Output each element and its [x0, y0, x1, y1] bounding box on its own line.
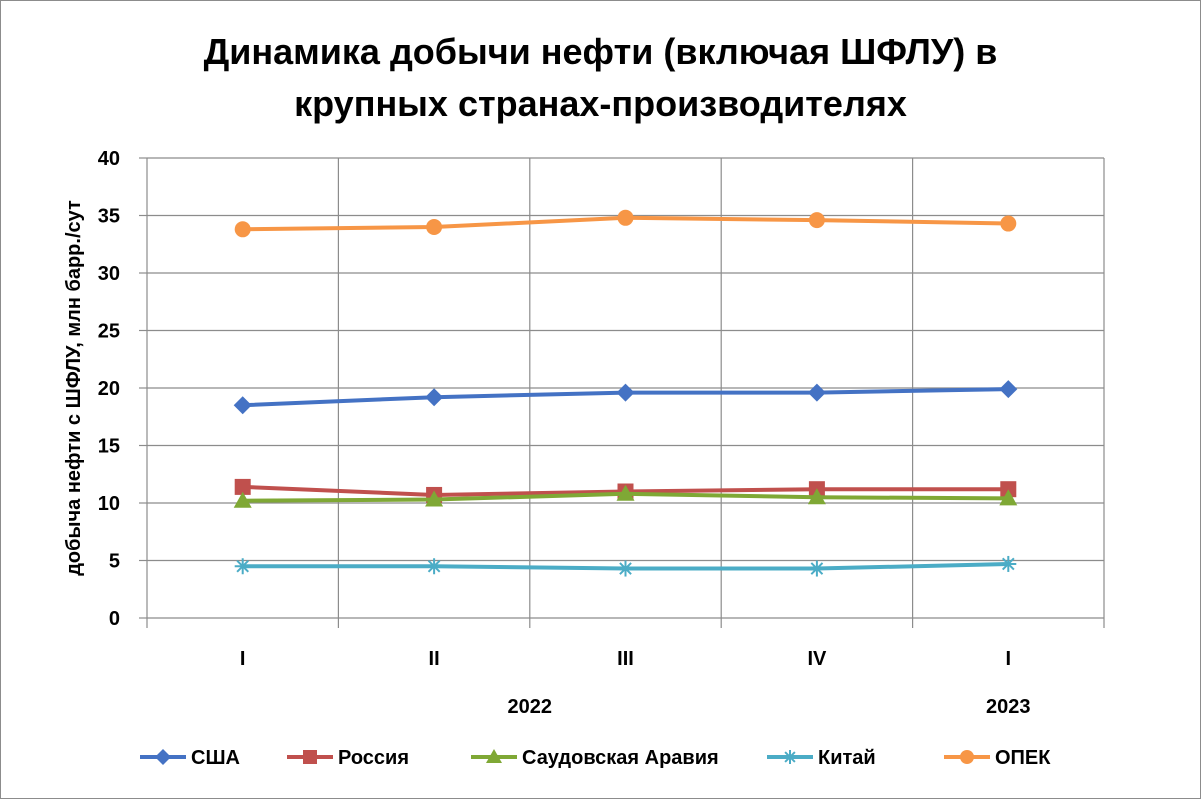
data-point: [234, 221, 251, 238]
y-tick-label: 25: [98, 321, 120, 343]
series-5: [234, 209, 1017, 238]
data-point: [233, 491, 252, 508]
legend-marker: [486, 749, 502, 763]
data-point: [999, 380, 1018, 399]
series-4: [234, 555, 1017, 577]
data-point: [616, 484, 635, 501]
x-tick-label: III: [617, 648, 634, 670]
data-point: [425, 490, 444, 507]
data-point: [234, 558, 251, 575]
data-point: [999, 489, 1018, 506]
y-tick-label: 35: [98, 206, 120, 228]
data-point: [234, 478, 251, 495]
legend-label: Саудовская Аравия: [522, 747, 719, 769]
y-axis-label: добыча нефти с ШФЛУ, млн барр./сут: [63, 200, 85, 576]
legend-item-2: Россия: [287, 747, 409, 769]
y-tick-label: 30: [98, 263, 120, 285]
data-point: [426, 558, 443, 575]
x-group-label: 2023: [986, 696, 1031, 718]
legend-marker: [960, 750, 974, 764]
y-tick-label: 0: [109, 608, 120, 630]
legend-marker: [155, 749, 171, 765]
legend-item-3: Саудовская Аравия: [471, 747, 719, 769]
series-group: [233, 209, 1018, 577]
chart-title: Динамика добычи нефти (включая ШФЛУ) в к…: [0, 26, 1201, 130]
data-point: [1000, 481, 1017, 498]
x-group-label: 2022: [508, 696, 553, 718]
y-tick-label: 5: [109, 551, 120, 573]
y-tick-label: 10: [98, 493, 120, 515]
data-point: [426, 219, 443, 235]
data-point: [1000, 215, 1017, 232]
legend-label: Китай: [818, 747, 876, 769]
data-point: [617, 560, 634, 577]
series-1: [233, 380, 1018, 415]
legend: США Россия Саудовская Аравия Китай ОПЕК: [140, 747, 1051, 769]
x-tick-label: I: [1006, 648, 1012, 670]
chart-title-line-2: крупных странах-производителях: [294, 83, 907, 124]
y-tick-label: 15: [98, 436, 120, 458]
data-point: [233, 396, 252, 415]
data-point: [616, 383, 635, 402]
legend-label: США: [191, 747, 240, 769]
y-tick-label: 40: [98, 148, 120, 170]
x-tick-label: II: [429, 648, 440, 670]
data-point: [807, 488, 826, 505]
data-point: [807, 383, 826, 402]
legend-item-4: Китай: [767, 747, 876, 769]
data-point: [1000, 555, 1017, 572]
x-tick-label: IV: [807, 648, 827, 670]
legend-item-5: ОПЕК: [944, 747, 1051, 769]
data-point: [425, 388, 444, 407]
data-point: [617, 209, 634, 226]
data-point: [808, 212, 825, 229]
y-tick-label: 20: [98, 378, 120, 400]
x-tick-label: I: [240, 648, 246, 670]
legend-marker: [303, 750, 317, 764]
series-3: [233, 484, 1018, 508]
legend-label: ОПЕК: [995, 747, 1051, 769]
legend-marker: [783, 750, 797, 764]
legend-item-1: США: [140, 747, 240, 769]
legend-label: Россия: [338, 747, 409, 769]
chart-title-line-1: Динамика добычи нефти (включая ШФЛУ) в: [203, 31, 998, 72]
data-point: [808, 560, 825, 577]
